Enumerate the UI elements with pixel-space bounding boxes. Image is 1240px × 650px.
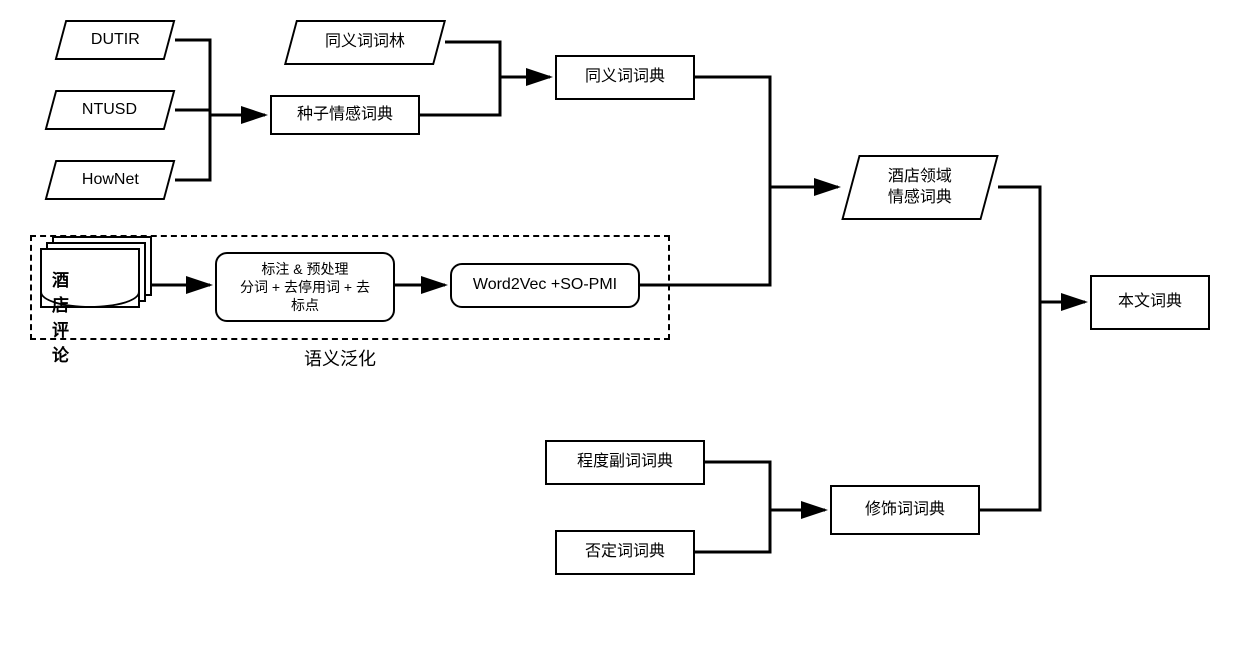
node-seed: 种子情感词典 xyxy=(270,95,420,135)
node-hotel-dict: 酒店领域 情感词典 xyxy=(841,155,998,220)
node-thesaurus-label: 同义词词林 xyxy=(325,32,405,53)
node-degree-label: 程度副词词典 xyxy=(577,452,673,473)
node-hotel-dict-label: 酒店领域 情感词典 xyxy=(888,167,952,209)
node-thesaurus: 同义词词林 xyxy=(284,20,446,65)
node-ntusd-label: NTUSD xyxy=(82,100,137,121)
node-negation: 否定词词典 xyxy=(555,530,695,575)
node-hownet: HowNet xyxy=(45,160,176,200)
node-hotel-reviews-label: 酒店评论 xyxy=(52,266,69,366)
node-syn-dict-label: 同义词词典 xyxy=(585,67,665,88)
node-modifier: 修饰词词典 xyxy=(830,485,980,535)
node-seed-label: 种子情感词典 xyxy=(297,105,393,126)
node-degree: 程度副词词典 xyxy=(545,440,705,485)
node-negation-label: 否定词词典 xyxy=(585,542,665,563)
group-semantic-label: 语义泛化 xyxy=(280,345,400,371)
node-hownet-label: HowNet xyxy=(82,170,139,191)
node-syn-dict: 同义词词典 xyxy=(555,55,695,100)
node-preprocess-label: 标注 & 预处理 分词 + 去停用词 + 去 标点 xyxy=(240,260,370,315)
node-modifier-label: 修饰词词典 xyxy=(865,500,945,521)
node-dutir: DUTIR xyxy=(55,20,176,60)
node-ntusd: NTUSD xyxy=(45,90,176,130)
node-preprocess: 标注 & 预处理 分词 + 去停用词 + 去 标点 xyxy=(215,252,395,322)
node-w2v: Word2Vec +SO-PMI xyxy=(450,263,640,308)
node-final-dict-label: 本文词典 xyxy=(1118,292,1182,313)
node-w2v-label: Word2Vec +SO-PMI xyxy=(473,275,617,296)
node-dutir-label: DUTIR xyxy=(91,30,140,51)
node-final-dict: 本文词典 xyxy=(1090,275,1210,330)
